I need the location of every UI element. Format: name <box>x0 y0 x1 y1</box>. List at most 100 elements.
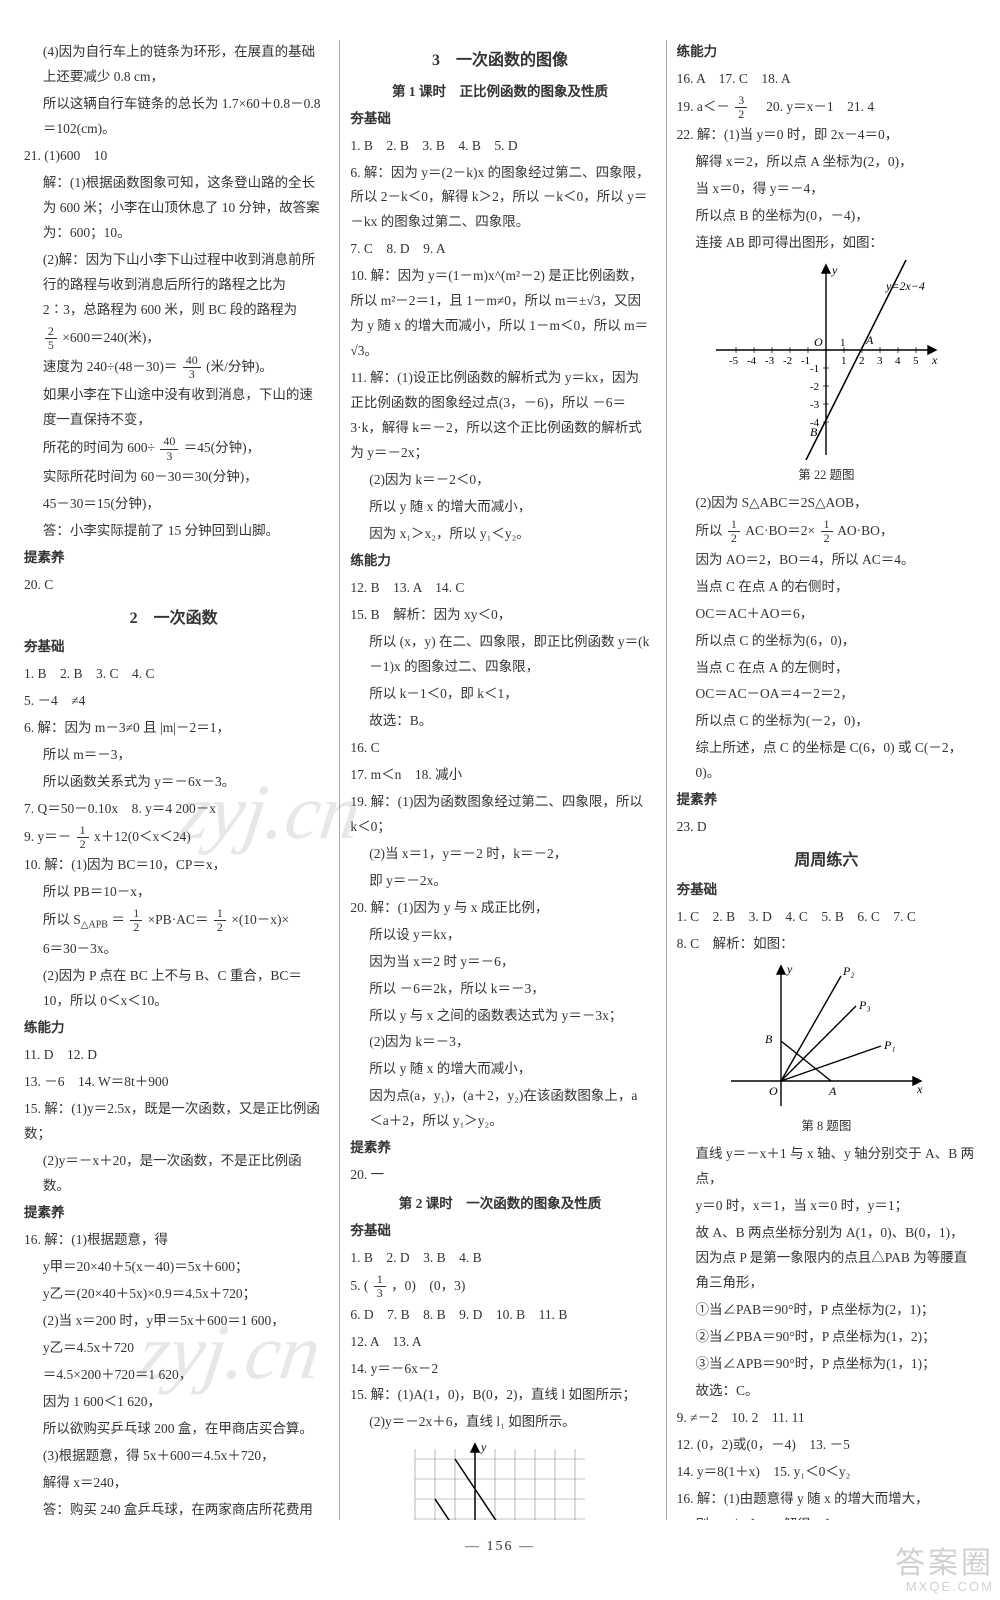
c1-p31: y甲＝20×40＋5(x－40)＝5x＋600； <box>24 1255 323 1280</box>
c1-p40: 答：购买 240 盒乒乓球，在两家商店所花费用相等。 <box>24 1498 323 1520</box>
c3-p25: ②当∠PBA＝90°时，P 点坐标为(1，2)； <box>677 1325 976 1350</box>
c1-p13: 20. C <box>24 573 323 598</box>
c2-p21: 因为当 x＝2 时 y＝－6， <box>350 950 649 975</box>
graph-q15: O A B x y l l₁ <box>395 1439 605 1520</box>
c2-p12: 所以 k－1＜0，即 k＜1， <box>350 682 649 707</box>
c3-p22: y＝0 时，x＝1，当 x＝0 时，y＝1； <box>677 1194 976 1219</box>
c2-p16: 19. 解：(1)因为函数图象经过第二、四象限，所以 k＜0； <box>350 790 649 840</box>
c3-p20: 8. C 解析：如图： <box>677 932 976 957</box>
c1-p29: (2)y＝－x＋20，是一次函数，不是正比例函数。 <box>24 1149 323 1199</box>
c1-p22: 所以 PB＝10－x， <box>24 880 323 905</box>
c3-p9: 所以 12 AC·BO＝2× 12 AO·BO， <box>677 518 976 545</box>
svg-text:x: x <box>916 1082 923 1096</box>
c1-p4: 解：(1)根据函数图象可知，这条登山路的全长为 600 米；小李在山顶休息了 1… <box>24 171 323 246</box>
svg-text:P₁: P₁ <box>883 1038 896 1052</box>
c2-p30: 6. D 7. B 8. B 9. D 10. B 11. B <box>350 1303 649 1328</box>
column-2: 3 一次函数的图像 第 1 课时 正比例函数的图象及性质 夯基础 1. B 2.… <box>339 40 653 1520</box>
c2-p11: 所以 (x，y) 在二、四象限，即正比例函数 y＝(k－1)x 的图象过二、四象… <box>350 630 649 680</box>
svg-text:2: 2 <box>859 355 865 367</box>
c1-p5: (2)解：因为下山小李下山过程中收到消息前所行的路程与收到消息后所行的路程之比为… <box>24 248 323 323</box>
section-2-title: 2 一次函数 <box>24 604 323 634</box>
c3-p11: 当点 C 在点 A 的右侧时， <box>677 575 976 600</box>
section-3-title: 3 一次函数的图像 <box>350 46 649 76</box>
c1-p14: 1. B 2. B 3. C 4. C <box>24 662 323 687</box>
c3-p32: 则 2m＋4＞0，解得 m＞－2， <box>677 1513 976 1520</box>
c2-p28: 1. B 2. D 3. B 4. B <box>350 1246 649 1271</box>
column-wrap: (4)因为自行车上的链条为环形，在展直的基础上还要减少 0.8 cm， 所以这辆… <box>20 40 980 1520</box>
svg-text:y=2x−4: y=2x−4 <box>885 279 925 293</box>
c1-p27: 13. －6 14. W＝8t＋900 <box>24 1070 323 1095</box>
c3-p10: 因为 AO＝2，BO＝4，所以 AC＝4。 <box>677 548 976 573</box>
c1-p33: (2)当 x＝200 时，y甲＝5x＋600＝1 600， <box>24 1309 323 1334</box>
c2-p31: 12. A 13. A <box>350 1330 649 1355</box>
c1-p26: 11. D 12. D <box>24 1043 323 1068</box>
c2-p4: 10. 解：因为 y＝(1－m)x^(m²－2) 是正比例函数，所以 m²－2＝… <box>350 264 649 364</box>
c3-hj: 夯基础 <box>677 878 976 903</box>
graph8-caption: 第 8 题图 <box>677 1115 976 1138</box>
svg-text:1: 1 <box>841 355 847 367</box>
c2-p23: 所以 y 与 x 之间的函数表达式为 y＝－3x； <box>350 1004 649 1029</box>
c2-p32: 14. y＝－6x－2 <box>350 1357 649 1382</box>
c1-p1: (4)因为自行车上的链条为环形，在展直的基础上还要减少 0.8 cm， <box>24 40 323 90</box>
svg-text:O: O <box>769 1084 778 1098</box>
c1-p24: 6＝30－3x。 <box>24 937 323 962</box>
c2-p34: (2)y＝－2x＋6，直线 l₁ 如图所示。 <box>350 1410 649 1435</box>
c1-p32: y乙＝(20×40＋5x)×0.9＝4.5x＋720； <box>24 1282 323 1307</box>
c1-p11: 45－30＝15(分钟)， <box>24 492 323 517</box>
svg-text:4: 4 <box>895 355 901 367</box>
c1-tsy2: 提素养 <box>24 1201 323 1226</box>
svg-text:A: A <box>828 1084 837 1098</box>
c2-p25: 所以 y 随 x 的增大而减小， <box>350 1057 649 1082</box>
c3-p3: 22. 解：(1)当 y＝0 时，即 2x－4＝0， <box>677 123 976 148</box>
c2-p6: (2)因为 k＝－2＜0， <box>350 468 649 493</box>
c1-p7: 速度为 240÷(48－30)＝ 403 (米/分钟)。 <box>24 354 323 381</box>
c2-p27: 20. 一 <box>350 1163 649 1188</box>
c3-p16: 所以点 C 的坐标为(－2，0)， <box>677 709 976 734</box>
c3-p21: 直线 y＝－x＋1 与 x 轴、y 轴分别交于 A、B 两点， <box>677 1142 976 1192</box>
c2-p7: 所以 y 随 x 的增大而减小， <box>350 495 649 520</box>
column-3: 练能力 16. A 17. C 18. A 19. a＜－ 32 20. y＝x… <box>666 40 980 1520</box>
svg-text:-5: -5 <box>729 355 739 367</box>
svg-text:B: B <box>765 1032 773 1046</box>
c2-p17: (2)当 x＝1，y＝－2 时，k＝－2， <box>350 842 649 867</box>
svg-text:1: 1 <box>840 337 846 349</box>
c3-p27: 故选：C。 <box>677 1379 976 1404</box>
c2-hj2: 夯基础 <box>350 1219 649 1244</box>
c1-p34: y乙＝4.5x＋720 <box>24 1336 323 1361</box>
c1-p39: 解得 x＝240， <box>24 1471 323 1496</box>
c3-p23: 故 A、B 两点坐标分别为 A(1，0)、B(0，1)，因为点 P 是第一象限内… <box>677 1221 976 1296</box>
c1-p20: 9. y＝－ 12 x＋12(0＜x＜24) <box>24 824 323 851</box>
c3-p12: OC＝AC＋AO＝6， <box>677 602 976 627</box>
c2-p10: 15. B 解析：因为 xy＜0， <box>350 603 649 628</box>
c1-p6-post: ×600＝240(米)， <box>62 329 160 344</box>
c3-p7: 连接 AB 即可得出图形，如图： <box>677 231 976 256</box>
c3-p5: 当 x＝0，得 y＝－4， <box>677 177 976 202</box>
c3-lnl: 练能力 <box>677 40 976 65</box>
svg-text:-4: -4 <box>747 355 757 367</box>
c1-p30: 16. 解：(1)根据题意，得 <box>24 1228 323 1253</box>
c2-p8: 因为 x₁＞x₂，所以 y₁＜y₂。 <box>350 522 649 547</box>
c2-p1: 1. B 2. B 3. B 4. B 5. D <box>350 134 649 159</box>
c2-p2: 6. 解：因为 y＝(2－k)x 的图象经过第二、四象限，所以 2－k＜0，解得… <box>350 161 649 236</box>
c2-p24: (2)因为 k＝－3， <box>350 1030 649 1055</box>
page-root: zyj.cn zyj.cn (4)因为自行车上的链条为环形，在展直的基础上还要减… <box>0 0 1000 1600</box>
c1-p6-frac: 25 <box>45 325 57 352</box>
c3-p8: (2)因为 S△ABC＝2S△AOB， <box>677 491 976 516</box>
c2-p9: 12. B 13. A 14. C <box>350 576 649 601</box>
c2-p26: 因为点(a，y₁)，(a＋2，y₂)在该函数图象上，a＜a＋2，所以 y₁＞y₂… <box>350 1084 649 1134</box>
c1-p15: 5. －4 ≠4 <box>24 689 323 714</box>
c2-p5: 11. 解：(1)设正比例函数的解析式为 y＝kx，因为正比例函数的图象经过点(… <box>350 366 649 466</box>
c1-p25: (2)因为 P 点在 BC 上不与 B、C 重合，BC＝10，所以 0＜x＜10… <box>24 964 323 1014</box>
c3-p1: 16. A 17. C 18. A <box>677 67 976 92</box>
c1-p35: ＝4.5×200＋720＝1 620， <box>24 1363 323 1388</box>
svg-text:P₂: P₂ <box>842 964 855 978</box>
c1-p9: 所花的时间为 600÷ 403 ＝45(分钟)， <box>24 435 323 462</box>
c3-p4: 解得 x＝2，所以点 A 坐标为(2，0)， <box>677 150 976 175</box>
svg-text:-3: -3 <box>765 355 775 367</box>
c2-p14: 16. C <box>350 736 649 761</box>
column-1: (4)因为自行车上的链条为环形，在展直的基础上还要减少 0.8 cm， 所以这辆… <box>20 40 327 1520</box>
c2-p15: 17. m＜n 18. 减小 <box>350 763 649 788</box>
c1-p21: 10. 解：(1)因为 BC＝10，CP＝x， <box>24 853 323 878</box>
svg-text:y: y <box>786 962 793 976</box>
c3-p30: 14. y＝8(1＋x) 15. y₁＜0＜y₂ <box>677 1460 976 1485</box>
